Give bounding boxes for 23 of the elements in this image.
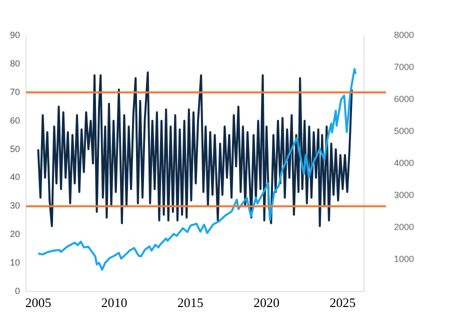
y2-tick-label: 2000 bbox=[394, 222, 414, 232]
y-tick-label: 80 bbox=[10, 58, 20, 68]
y-tick-label: 30 bbox=[10, 200, 20, 211]
y2-tick-label: 7000 bbox=[394, 62, 414, 72]
x-tick-label: 2005 bbox=[25, 294, 52, 310]
y-tick-label: 70 bbox=[10, 86, 20, 97]
y-tick-label: 90 bbox=[10, 30, 20, 40]
y-tick-label: 0 bbox=[14, 286, 20, 296]
x-tick-label: 2010 bbox=[101, 294, 128, 310]
y2-tick-label: 6000 bbox=[394, 94, 414, 104]
y2-tick-label: 3000 bbox=[394, 190, 414, 200]
y-tick-label: 10 bbox=[10, 258, 20, 268]
x-tick-label: 2020 bbox=[254, 294, 280, 310]
y-tick-label: 50 bbox=[10, 144, 20, 154]
y-tick-label: 20 bbox=[10, 229, 20, 240]
y2-tick-label: 8000 bbox=[394, 30, 414, 40]
y-tick-label: 40 bbox=[10, 172, 20, 182]
y2-tick-label: 1000 bbox=[394, 254, 414, 264]
y2-tick-label: 4000 bbox=[394, 158, 414, 168]
y2-tick-label: 5000 bbox=[394, 126, 414, 136]
y-tick-label: 60 bbox=[10, 115, 20, 126]
x-tick-label: 2025 bbox=[330, 294, 356, 310]
x-tick-label: 2015 bbox=[177, 294, 204, 310]
